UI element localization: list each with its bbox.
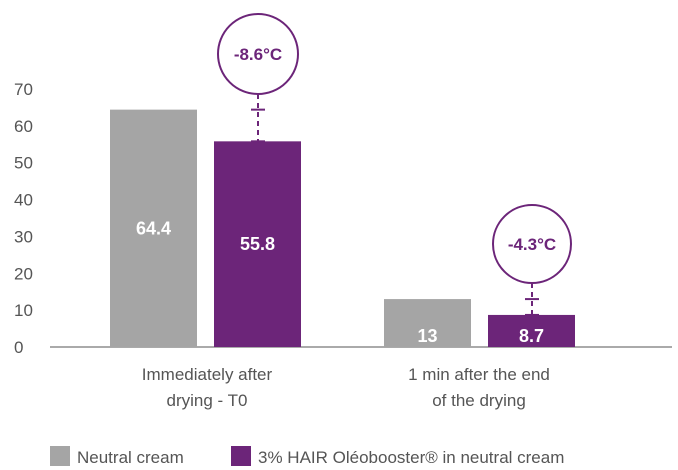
- x-category-label: drying - T0: [167, 391, 248, 410]
- difference-circle: [492, 204, 572, 284]
- legend-swatch: [231, 446, 251, 466]
- legend-label: Neutral cream: [77, 448, 184, 467]
- bar: [384, 299, 471, 347]
- bar-value-label: 55.8: [240, 234, 275, 254]
- legend-label: 3% HAIR Oléobooster® in neutral cream: [258, 448, 564, 467]
- callouts: -8.6°C -4.3°C: [217, 13, 572, 316]
- bar: [214, 141, 301, 347]
- y-tick-label: 10: [14, 301, 33, 320]
- y-tick-label: 70: [14, 80, 33, 99]
- y-tick-label: 20: [14, 264, 33, 283]
- y-tick-label: 30: [14, 227, 33, 246]
- legend-swatch: [50, 446, 70, 466]
- legend: Neutral cream 3% HAIR Oléobooster® in neu…: [50, 446, 564, 467]
- bar-value-label: 64.4: [136, 218, 171, 238]
- bar: [488, 314, 575, 347]
- y-axis: 0 10 20 30 40 50 60 70: [14, 80, 33, 357]
- y-tick-label: 0: [14, 338, 23, 357]
- bar-value-label: 13: [417, 326, 437, 346]
- difference-label: -4.3°C: [508, 235, 556, 254]
- y-tick-label: 40: [14, 191, 33, 210]
- difference-circle: [217, 13, 299, 95]
- y-tick-label: 60: [14, 117, 33, 136]
- x-category-label: of the drying: [432, 391, 526, 410]
- category-labels: Immediately after drying - T0 1 min after …: [142, 365, 550, 410]
- bar-value-label: 8.7: [519, 326, 544, 346]
- x-category-label: Immediately after: [142, 365, 273, 384]
- difference-label: -8.6°C: [234, 45, 282, 64]
- bar: [110, 109, 197, 347]
- y-tick-label: 50: [14, 154, 33, 173]
- x-category-label: 1 min after the end: [408, 365, 550, 384]
- bars: 64.4 55.8 13 8.7: [110, 109, 575, 347]
